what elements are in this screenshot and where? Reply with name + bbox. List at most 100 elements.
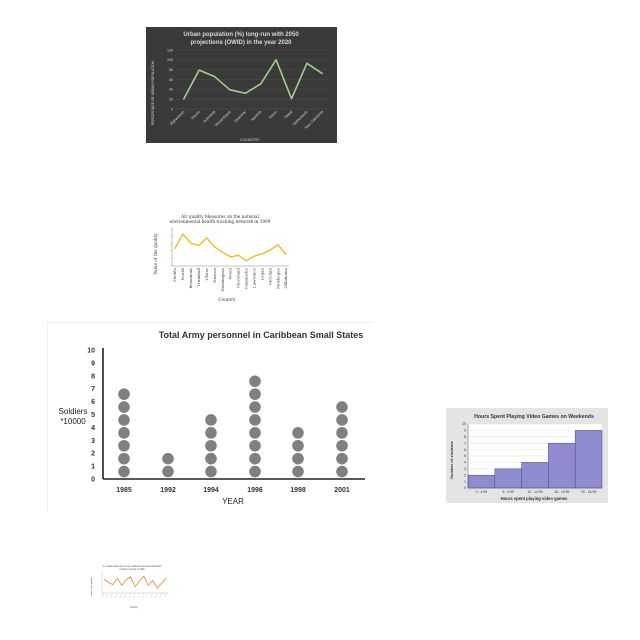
games-plot-area: 0 1 2 3 4 5 6 7 8 9 10 0 - 4.99 5 - 9.99 10 - 14.99 15…	[462, 422, 603, 494]
games-ytick-label: 0	[464, 486, 466, 490]
army-chart-svg: Total Army personnel in Caribbean Small …	[47, 322, 373, 512]
air-data-point	[198, 244, 200, 246]
games-xtick-label: 15 - 19.99	[554, 490, 569, 494]
air-small-xtick-mark	[106, 592, 109, 599]
air-small-xtick-mark	[101, 592, 105, 599]
air-data-point	[190, 242, 192, 244]
games-ytick-label: 6	[464, 448, 466, 452]
air-xtick-label: Worth	[180, 268, 185, 281]
games-chart-title: Hours Spent Playing Video Games on Weeke…	[474, 414, 594, 420]
air-data-point	[174, 248, 176, 250]
army-soldier-dot	[336, 414, 348, 426]
air-small-chart: Air quality Measures on the national env…	[88, 563, 172, 609]
urban-data-point	[260, 83, 262, 85]
army-ytick-label: 5	[91, 412, 95, 419]
urban-series-line	[182, 59, 323, 100]
army-soldier-dot	[205, 452, 217, 465]
army-chart-title: Total Army personnel in Caribbean Small …	[159, 330, 364, 340]
games-bar	[521, 462, 549, 489]
air-chart: Air quality Measures on the national env…	[150, 210, 292, 306]
army-soldier-dot	[292, 439, 304, 452]
army-soldier-dot	[249, 427, 261, 439]
air-xtick-label: Ulster	[204, 268, 209, 281]
air-data-point	[277, 244, 279, 246]
urban-ytick-label: 60	[169, 78, 173, 82]
army-ytick-label: 4	[91, 425, 95, 432]
games-ytick-label: 10	[462, 422, 466, 426]
air-small-chart-title-line2: tracking network in 1999	[120, 568, 146, 571]
army-xtick-label: 2001	[334, 487, 350, 494]
air-chart-title-line1: Air quality Measures on the national	[180, 214, 259, 219]
games-xtick-label: 20 - 24.99	[581, 490, 596, 494]
air-small-xtick-mark	[137, 592, 140, 599]
army-soldier-dot	[249, 375, 261, 388]
army-soldier-dot	[336, 401, 348, 413]
air-xtick-label: Pueblo	[172, 267, 177, 281]
games-bar	[574, 430, 603, 489]
army-xtick-label: 1992	[160, 487, 176, 494]
games-bar	[494, 468, 522, 489]
urban-chart-title-line1: Urban population (%) long-run with 2050	[183, 32, 299, 38]
army-ytick-label: 7	[91, 386, 95, 393]
air-xtick-label: Wood	[228, 268, 233, 280]
urban-ytick-label: 80	[169, 68, 173, 72]
urban-xtick-label: Nauru	[268, 110, 278, 120]
urban-data-point	[244, 92, 246, 94]
air-data-point	[285, 254, 287, 256]
air-small-xtick-mark	[119, 592, 122, 599]
army-chart-ylabel-line2: *10000	[60, 417, 86, 426]
urban-data-point	[183, 98, 185, 100]
army-ytick-label: 9	[91, 360, 95, 367]
army-soldier-dot	[205, 427, 217, 439]
air-chart-ylabel: Value of the quality	[153, 233, 158, 276]
urban-ytick-label: 100	[167, 58, 173, 62]
army-soldier-dot	[249, 414, 261, 426]
army-soldier-dot	[205, 465, 217, 478]
air-xtick-label: Oklahoma	[283, 267, 288, 288]
army-soldier-dot	[249, 439, 261, 452]
army-soldier-dot	[292, 452, 304, 465]
urban-chart: Urban population (%) long-run with 2050 …	[146, 27, 337, 143]
army-ytick-label: 0	[91, 477, 95, 484]
urban-ytick-label: 20	[169, 97, 173, 101]
army-ytick-label: 2	[91, 451, 95, 458]
air-small-chart-ylabel: Value of the quality	[90, 577, 93, 596]
air-chart-svg: Air quality Measures on the national env…	[153, 214, 289, 302]
air-data-point	[222, 251, 224, 253]
urban-data-point	[198, 69, 200, 71]
games-ytick-label: 5	[464, 454, 466, 458]
army-soldier-dot	[162, 452, 174, 465]
army-plot-area: 0 1 2 3 4 5 6 7 8 9 10 1985 1992 1994 1996 1998 2001	[87, 348, 365, 494]
games-xtick-label: 5 - 9.99	[502, 490, 514, 494]
games-ytick-label: 7	[464, 441, 466, 445]
army-chart-ylabel-line1: Soldiers	[59, 407, 88, 416]
army-soldier-dot	[249, 465, 261, 478]
urban-ytick-label: 0	[171, 107, 173, 111]
games-ytick-label: 1	[464, 480, 466, 484]
games-bar	[548, 442, 576, 489]
air-xtick-label: Cleveland	[236, 268, 241, 289]
air-small-xtick-mark	[141, 592, 144, 599]
games-xtick-label: 10 - 14.99	[527, 490, 542, 494]
air-data-point	[230, 256, 231, 258]
urban-ytick-label: 120	[167, 48, 173, 52]
air-small-chart-title-line1: Air quality Measures on the national env…	[103, 565, 162, 568]
air-small-chart-svg: Air quality Measures on the national env…	[90, 565, 168, 609]
air-xtick-label: Comanche	[244, 267, 249, 289]
air-small-xtick-mark	[115, 592, 118, 599]
air-small-xtick-mark	[124, 592, 127, 599]
army-soldier-dot	[249, 388, 261, 400]
army-soldier-dot	[205, 414, 217, 426]
army-soldier-dot	[118, 414, 130, 426]
army-soldier-dot	[205, 439, 217, 452]
games-ytick-label: 3	[464, 467, 466, 471]
air-small-xtick-mark	[155, 592, 158, 599]
air-xtick-label: Trumbull	[196, 267, 201, 286]
air-small-series-line	[103, 575, 167, 589]
army-soldier-dot	[118, 388, 130, 400]
urban-data-point	[275, 59, 277, 61]
urban-data-point	[321, 73, 323, 75]
urban-data-point	[229, 89, 231, 91]
air-small-chart-xlabel: Country	[130, 606, 139, 609]
air-chart-title-line2: environmental health tracking network in…	[170, 219, 271, 224]
